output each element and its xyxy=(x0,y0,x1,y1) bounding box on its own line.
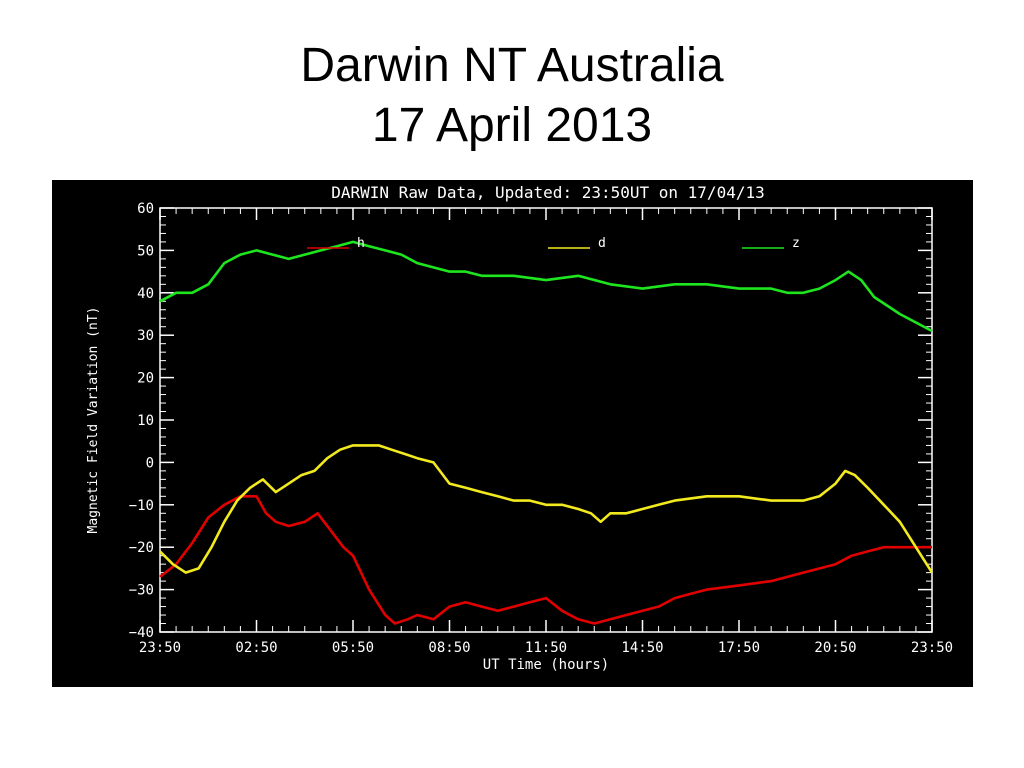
legend-label-d: d xyxy=(598,236,606,251)
x-tick-label: 23:50 xyxy=(911,640,953,656)
y-axis-label: Magnetic Field Variation (nT) xyxy=(86,307,101,534)
x-tick-label: 14:50 xyxy=(621,640,663,656)
series-line-d xyxy=(159,444,934,574)
x-tick-label: 11:50 xyxy=(525,640,567,656)
y-tick-label: 10 xyxy=(137,413,154,429)
y-tick-label: 50 xyxy=(137,243,154,259)
y-tick-label: 0 xyxy=(146,455,154,471)
y-tick-label: 60 xyxy=(137,201,154,217)
x-tick-label: 20:50 xyxy=(814,640,856,656)
y-tick-label: −40 xyxy=(129,625,154,641)
series-line-h xyxy=(159,495,932,625)
legend-label-h: h xyxy=(357,236,365,251)
x-tick-label: 23:50 xyxy=(139,640,181,656)
slide-title-line-2: 17 April 2013 xyxy=(371,99,653,152)
y-tick-label: 20 xyxy=(137,371,154,387)
y-tick-label: 30 xyxy=(137,328,154,344)
legend-label-z: z xyxy=(792,236,800,251)
chart-title: DARWIN Raw Data, Updated: 23:50UT on 17/… xyxy=(331,183,764,202)
x-tick-label: 05:50 xyxy=(332,640,374,656)
y-tick-label: 40 xyxy=(137,286,154,302)
slide-title: Darwin NT Australia 17 April 2013 xyxy=(0,36,1024,156)
slide-title-line-1: Darwin NT Australia xyxy=(300,39,724,92)
x-tick-label: 17:50 xyxy=(718,640,760,656)
x-axis-label: UT Time (hours) xyxy=(483,657,609,673)
chart-panel: DARWIN Raw Data, Updated: 23:50UT on 17/… xyxy=(52,180,973,687)
y-tick-label: −10 xyxy=(129,498,154,514)
series-line-z xyxy=(159,240,933,333)
y-tick-label: −30 xyxy=(129,583,154,599)
x-tick-label: 08:50 xyxy=(428,640,470,656)
magnetometer-chart: DARWIN Raw Data, Updated: 23:50UT on 17/… xyxy=(86,183,953,673)
y-tick-label: −20 xyxy=(129,540,154,556)
x-tick-label: 02:50 xyxy=(235,640,277,656)
